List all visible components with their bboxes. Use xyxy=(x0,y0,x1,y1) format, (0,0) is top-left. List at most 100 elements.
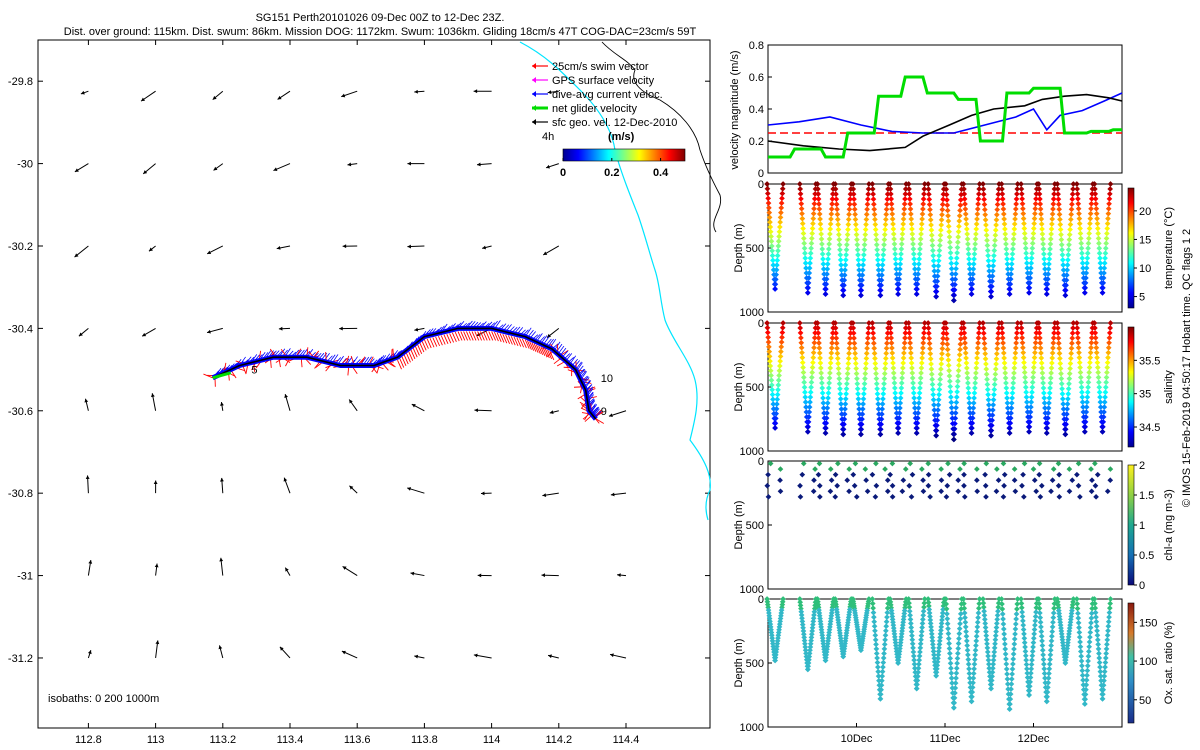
section-point xyxy=(1106,200,1112,207)
section-point xyxy=(863,477,869,484)
section-point xyxy=(882,365,888,372)
section-point xyxy=(961,494,968,500)
section-point xyxy=(861,391,867,397)
section-point xyxy=(824,271,830,277)
section-point xyxy=(823,276,830,282)
section-point xyxy=(846,340,853,347)
section-point xyxy=(984,381,991,388)
section-point xyxy=(884,340,890,347)
section-point xyxy=(834,355,841,362)
imos-credit: © IMOS 15-Feb-2019 04:50:17 Hobart time.… xyxy=(1181,229,1193,507)
section-point xyxy=(920,196,927,202)
section-point xyxy=(1043,698,1050,705)
section-point xyxy=(1059,257,1066,263)
section-point xyxy=(1098,270,1104,276)
section-point xyxy=(873,380,880,387)
section-point xyxy=(988,427,995,434)
colorbar-tick-label: 0 xyxy=(560,167,566,179)
section-point xyxy=(858,292,864,299)
section-point xyxy=(999,611,1006,617)
section-colorbar-tick-label: 1.5 xyxy=(1139,490,1154,502)
section-point xyxy=(957,207,963,214)
section-point xyxy=(1030,230,1037,237)
swim-vector xyxy=(465,331,471,341)
section-point xyxy=(1084,250,1091,257)
section-point xyxy=(873,482,880,489)
sfc-arrow-head xyxy=(407,244,411,249)
swim-vector xyxy=(403,354,409,365)
section-point xyxy=(842,396,849,402)
section-point xyxy=(1085,384,1091,391)
section-point xyxy=(833,330,839,336)
section-point xyxy=(1003,390,1010,396)
section-point xyxy=(842,262,849,268)
section-point xyxy=(851,482,858,489)
section-point xyxy=(939,345,946,352)
section-point xyxy=(931,268,938,274)
section-point xyxy=(1007,415,1014,421)
section-point xyxy=(816,460,823,467)
velocity-ytick-label: 0.8 xyxy=(749,40,764,52)
section-point xyxy=(851,201,858,208)
section-point xyxy=(972,241,979,247)
sfc-arrow-head xyxy=(213,166,218,171)
swim-vector xyxy=(535,344,541,354)
section-point xyxy=(1038,221,1045,227)
section-point xyxy=(1028,255,1035,262)
section-colorbar-tick-label: 15 xyxy=(1139,234,1151,246)
section-colorbar-label: salinity xyxy=(1163,370,1175,404)
section-point xyxy=(1070,181,1077,187)
sfc-arrow-head xyxy=(477,573,482,578)
section-point xyxy=(973,638,980,644)
section-point xyxy=(779,195,785,202)
section-point xyxy=(1008,266,1015,272)
section-point xyxy=(837,252,844,258)
section-point xyxy=(939,206,946,213)
section-point xyxy=(944,615,951,622)
section-point xyxy=(845,221,852,228)
section-point xyxy=(797,482,803,489)
section-point xyxy=(889,460,896,467)
section-point xyxy=(774,401,780,407)
section-point xyxy=(860,396,867,402)
section-point xyxy=(998,320,1005,326)
section-point xyxy=(957,336,964,342)
section-point xyxy=(834,216,841,223)
map-ytick-label: -30.6 xyxy=(8,406,33,418)
section-point xyxy=(994,340,1001,347)
section-point xyxy=(802,394,809,401)
section-point xyxy=(990,263,997,269)
section-point xyxy=(799,359,806,366)
sfc-arrow-head xyxy=(87,650,92,655)
section-point xyxy=(824,266,831,272)
section-point xyxy=(852,460,859,467)
section-point xyxy=(827,226,834,232)
section-point xyxy=(1041,256,1048,262)
section-point xyxy=(882,466,888,472)
sfc-arrow-head xyxy=(610,653,614,658)
section-point xyxy=(906,196,913,202)
section-point xyxy=(805,419,812,425)
section-point xyxy=(912,405,918,411)
section-point xyxy=(1092,335,1099,341)
section-point xyxy=(1049,350,1056,356)
section-point xyxy=(1013,335,1020,341)
section-point xyxy=(845,365,851,372)
section-point xyxy=(964,647,971,654)
section-point xyxy=(1010,380,1017,386)
section-point xyxy=(1004,405,1011,411)
swim-vector xyxy=(516,337,522,347)
section-point xyxy=(803,409,810,415)
section-point xyxy=(1104,364,1111,371)
section-point xyxy=(1086,643,1093,650)
section-point xyxy=(1018,191,1025,197)
section-point xyxy=(1076,215,1083,222)
legend-label: 25cm/s swim vector xyxy=(552,61,649,73)
section-point xyxy=(954,244,961,251)
section-point xyxy=(838,272,845,278)
section-point xyxy=(1064,267,1071,273)
section-point xyxy=(1046,661,1053,667)
section-point xyxy=(819,380,825,386)
